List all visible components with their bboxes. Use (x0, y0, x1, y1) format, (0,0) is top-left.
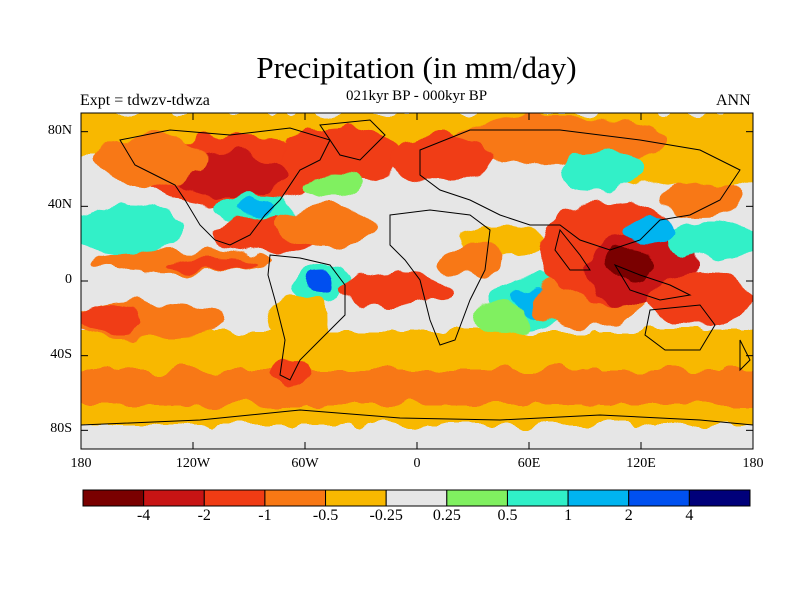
y-tick-label: 0 (65, 272, 72, 287)
experiment-label: Expt = tdwzv-tdwza (80, 92, 210, 109)
colorbar-swatch (143, 489, 205, 507)
colorbar-swatch (688, 489, 751, 507)
colorbar (82, 489, 751, 507)
colorbar-label: 2 (624, 507, 633, 524)
colorbar-label: 0.25 (432, 507, 461, 524)
colorbar-label: 1 (564, 507, 573, 524)
y-tick-label: 80S (50, 421, 72, 437)
colorbar-swatch (385, 489, 448, 507)
colorbar-label: -4 (136, 507, 151, 524)
season-label: ANN (716, 92, 751, 109)
x-tick-label: 120E (626, 456, 656, 471)
colorbar-label: -1 (258, 507, 272, 524)
x-tick-label: 0 (413, 456, 421, 471)
x-tick-label: 180 (742, 456, 764, 471)
colorbar-swatch (264, 489, 327, 507)
colorbar-swatch (567, 489, 630, 507)
precipitation-field (81, 113, 753, 449)
colorbar-label: -0.5 (312, 507, 339, 524)
colorbar-swatch (506, 489, 569, 507)
colorbar-swatch (325, 489, 387, 507)
colorbar-swatch (628, 489, 690, 507)
y-tick-label: 40N (47, 197, 72, 213)
colorbar-label: 0.5 (497, 507, 518, 524)
y-tick-label: 80N (47, 122, 72, 138)
coastlines (81, 119, 753, 426)
colorbar-label: -0.25 (369, 507, 403, 524)
colorbar-swatch (203, 489, 266, 507)
x-tick-label: 120W (175, 456, 211, 471)
axis-ticks (80, 113, 754, 449)
x-tick-label: 180 (70, 456, 92, 471)
colorbar-label: 4 (685, 507, 694, 524)
x-tick-label: 60W (291, 456, 319, 471)
chart-title: Precipitation (in mm/day) (256, 50, 577, 85)
y-tick-label: 40S (50, 346, 72, 362)
colorbar-swatch (82, 489, 145, 507)
chart-subtitle: 021kyr BP - 000kyr BP (345, 88, 488, 104)
colorbar-swatch (446, 489, 508, 507)
colorbar-label: -2 (197, 507, 211, 524)
x-tick-label: 60E (517, 456, 541, 471)
